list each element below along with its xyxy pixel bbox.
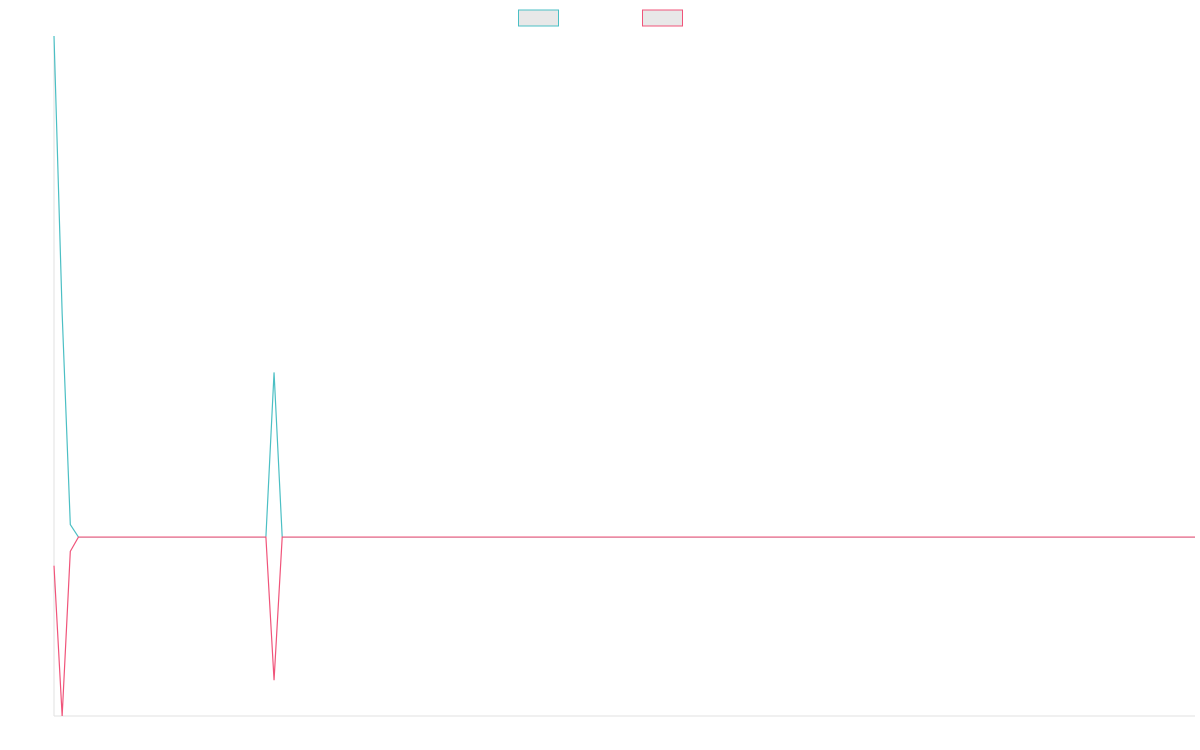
legend-swatch-1 [518, 9, 559, 27]
legend-item-1 [518, 9, 559, 27]
series-2 [53, 536, 1195, 717]
series-group [53, 35, 1195, 717]
legend-swatch-2 [642, 9, 683, 27]
series-1-line [53, 35, 1195, 538]
axes [53, 36, 1195, 717]
legend [518, 9, 683, 27]
legend-item-2 [642, 9, 683, 27]
series-1 [53, 35, 1195, 538]
series-2-line [53, 536, 1195, 717]
